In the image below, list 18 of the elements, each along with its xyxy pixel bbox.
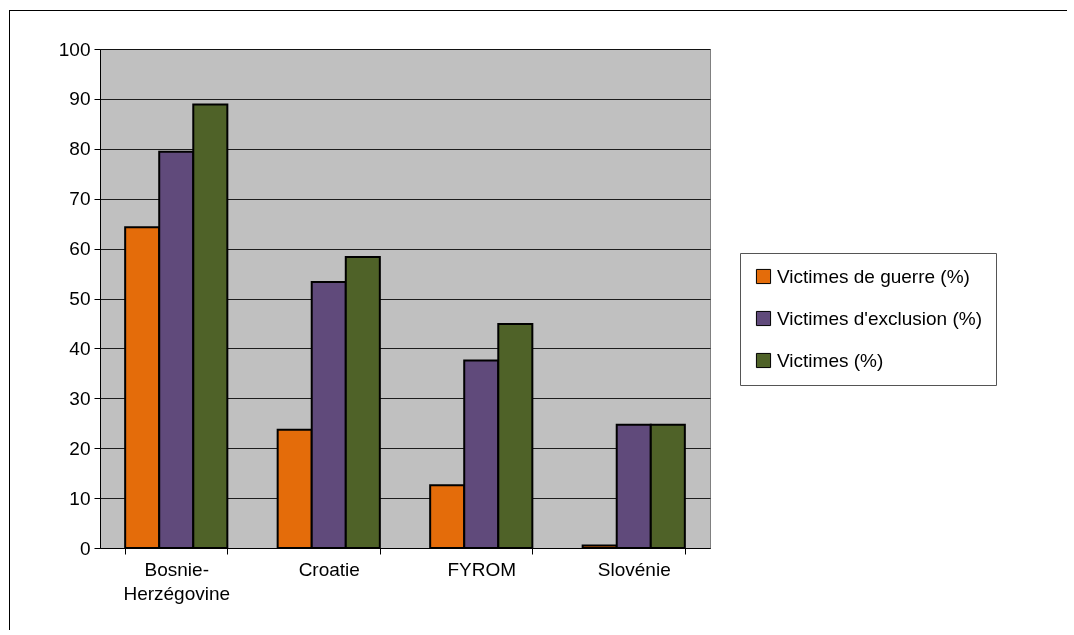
legend-label: Victimes d'exclusion (%)	[777, 307, 982, 329]
y-tick-label: 20	[69, 437, 91, 459]
y-tick-label: 70	[69, 188, 91, 210]
x-tick-label: Slovénie	[597, 558, 671, 580]
y-tick-label: 30	[69, 387, 91, 409]
y-tick-label: 100	[58, 38, 91, 60]
y-tick-label: 0	[79, 537, 91, 559]
legend-label: Victimes de guerre (%)	[777, 265, 970, 287]
y-tick-label: 10	[69, 487, 91, 509]
y-tick-label: 50	[69, 288, 91, 309]
x-tick-label: Croatie	[298, 558, 360, 580]
y-tick-label: 60	[69, 238, 91, 260]
y-tick-label: 40	[69, 337, 91, 359]
legend-label: Victimes (%)	[777, 349, 884, 371]
x-tick-label: FYROM	[447, 558, 517, 580]
y-tick-label: 80	[69, 138, 91, 160]
y-tick-label: 90	[69, 88, 91, 110]
x-tick-label: Bosnie-Herzégovine	[123, 558, 231, 604]
